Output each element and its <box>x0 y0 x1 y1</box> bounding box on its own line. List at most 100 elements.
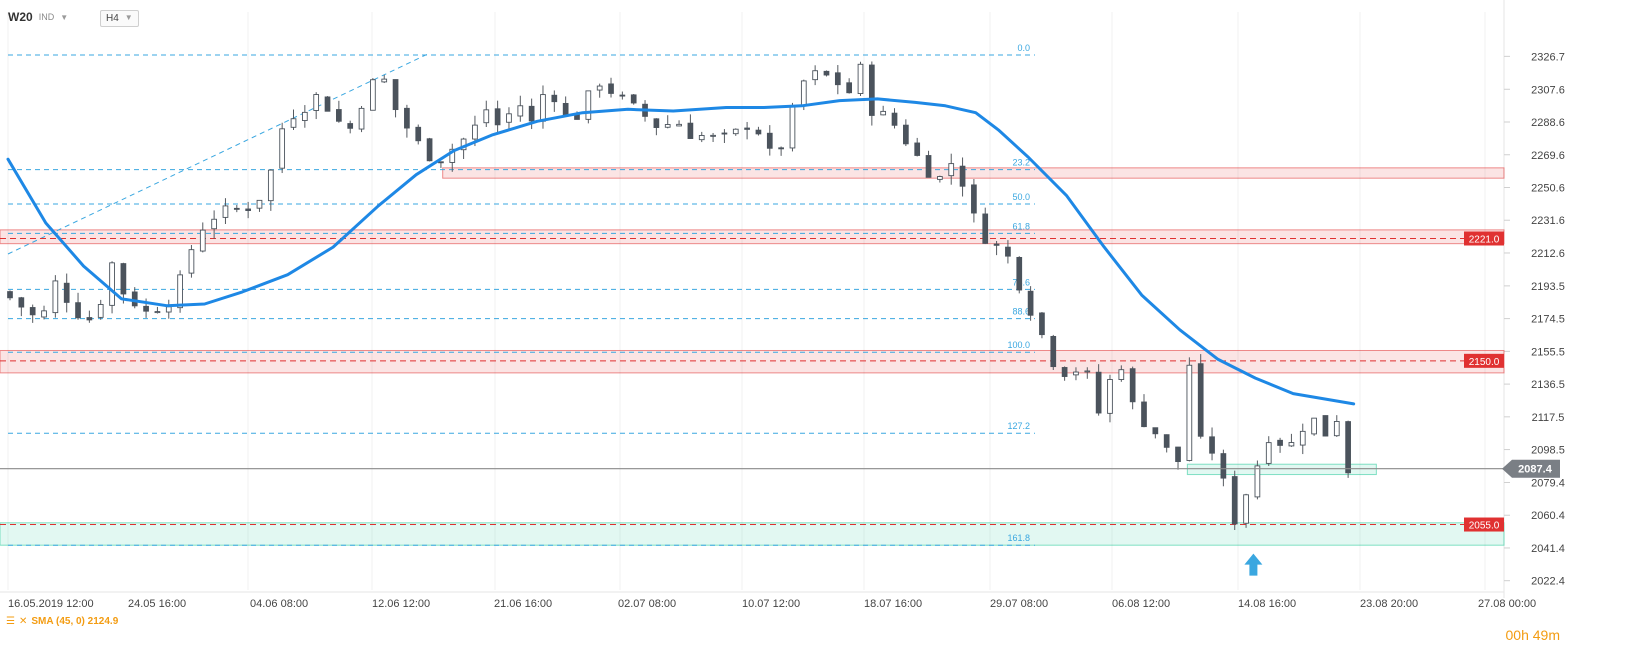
key-level-badge[interactable] <box>1464 517 1504 532</box>
candle-bullish[interactable] <box>517 105 524 117</box>
candle-bullish[interactable] <box>1333 421 1340 437</box>
candle-bearish[interactable] <box>528 105 535 122</box>
candle-bearish[interactable] <box>1050 335 1057 368</box>
chevron-down-icon[interactable]: ▼ <box>60 12 69 22</box>
candle-bearish[interactable] <box>18 297 25 308</box>
candle-bearish[interactable] <box>608 83 614 94</box>
candle-bullish[interactable] <box>812 70 818 81</box>
candle-bullish[interactable] <box>1084 370 1091 373</box>
candle-bearish[interactable] <box>86 317 93 321</box>
settings-icon[interactable]: ☰ <box>6 616 15 627</box>
candle-bearish[interactable] <box>1231 476 1238 525</box>
candle-bearish[interactable] <box>1277 439 1283 446</box>
candle-bullish[interactable] <box>449 148 456 163</box>
candle-bullish[interactable] <box>800 80 807 107</box>
symbol-label[interactable]: W20 <box>8 10 33 24</box>
support-resistance-zone[interactable] <box>0 229 1505 245</box>
candle-bullish[interactable] <box>256 199 263 209</box>
candle-bearish[interactable] <box>1197 363 1204 437</box>
fibonacci-trendline[interactable] <box>7 53 428 255</box>
candle-bullish[interactable] <box>732 128 739 135</box>
candle-bullish[interactable] <box>664 124 671 128</box>
candle-bearish[interactable] <box>653 118 660 128</box>
candle-bearish[interactable] <box>1129 368 1136 403</box>
candle-bearish[interactable] <box>834 72 841 86</box>
candle-bullish[interactable] <box>313 94 320 111</box>
candle-bullish[interactable] <box>710 134 716 137</box>
candle-bearish[interactable] <box>1345 421 1351 474</box>
candle-bullish[interactable] <box>52 280 59 314</box>
candle-bearish[interactable] <box>324 96 331 112</box>
candle-bullish[interactable] <box>290 118 297 128</box>
candle-bullish[interactable] <box>301 111 308 121</box>
candle-bearish[interactable] <box>744 127 750 130</box>
candle-bearish[interactable] <box>1095 371 1102 414</box>
close-icon[interactable]: ✕ <box>18 616 28 627</box>
candle-bearish[interactable] <box>404 107 410 129</box>
candle-bearish[interactable] <box>1027 290 1034 316</box>
candle-bearish[interactable] <box>619 94 626 97</box>
candle-bearish[interactable] <box>778 147 784 150</box>
candle-bearish[interactable] <box>562 102 569 116</box>
candle-bearish[interactable] <box>766 132 773 149</box>
candle-bearish[interactable] <box>1163 434 1170 448</box>
candle-bullish[interactable] <box>188 249 195 274</box>
candle-bearish[interactable] <box>551 94 558 103</box>
candle-bullish[interactable] <box>381 78 388 83</box>
candle-bearish[interactable] <box>245 208 251 211</box>
candle-bullish[interactable] <box>267 169 274 202</box>
candle-bullish[interactable] <box>1254 465 1261 498</box>
candle-bullish[interactable] <box>279 128 286 169</box>
candle-bearish[interactable] <box>982 213 989 244</box>
candle-bearish[interactable] <box>687 122 694 139</box>
candle-bearish[interactable] <box>1141 401 1147 428</box>
candle-bullish[interactable] <box>937 176 943 180</box>
indicator-legend[interactable]: ☰ ✕ SMA (45, 0) 2124.9 <box>6 616 118 627</box>
candle-bullish[interactable] <box>358 107 365 130</box>
candle-bearish[interactable] <box>891 112 898 126</box>
candle-bearish[interactable] <box>1322 415 1329 437</box>
candle-bullish[interactable] <box>211 218 217 230</box>
candle-bullish[interactable] <box>199 229 206 252</box>
key-level-badge[interactable] <box>1464 353 1504 368</box>
candle-bearish[interactable] <box>993 243 1000 246</box>
candle-bearish[interactable] <box>1005 246 1011 257</box>
key-level-badge[interactable] <box>1464 231 1504 246</box>
candle-bullish[interactable] <box>506 113 512 123</box>
candle-bearish[interactable] <box>1039 312 1045 336</box>
candle-bullish[interactable] <box>789 105 796 149</box>
candle-bullish[interactable] <box>698 135 705 141</box>
support-resistance-zone[interactable] <box>442 167 1505 179</box>
candle-bullish[interactable] <box>154 311 161 314</box>
candle-bearish[interactable] <box>1016 256 1023 291</box>
candle-bearish[interactable] <box>29 307 36 316</box>
candle-bullish[interactable] <box>1118 369 1125 380</box>
candle-bullish[interactable] <box>1243 494 1249 524</box>
candle-bullish[interactable] <box>948 163 955 177</box>
candle-bearish[interactable] <box>336 109 342 122</box>
arrow-up-icon[interactable] <box>1244 553 1263 576</box>
candle-bearish[interactable] <box>1152 427 1159 435</box>
candle-bearish[interactable] <box>347 123 354 129</box>
support-resistance-zone[interactable] <box>0 522 1505 546</box>
candle-bearish[interactable] <box>823 70 830 76</box>
candle-bearish[interactable] <box>903 124 909 145</box>
candle-bullish[interactable] <box>1107 379 1113 414</box>
candle-bullish[interactable] <box>585 90 592 120</box>
candle-bullish[interactable] <box>1311 417 1317 435</box>
candle-bullish[interactable] <box>1299 430 1306 446</box>
candle-bullish[interactable] <box>165 306 172 313</box>
candle-bearish[interactable] <box>143 305 149 312</box>
candle-bullish[interactable] <box>1265 442 1272 464</box>
candle-bearish[interactable] <box>755 129 762 135</box>
candle-bullish[interactable] <box>483 109 490 124</box>
candle-bearish[interactable] <box>1220 453 1227 479</box>
candle-bearish[interactable] <box>75 302 81 319</box>
candle-bearish[interactable] <box>426 138 433 162</box>
support-resistance-zone[interactable] <box>0 349 1505 374</box>
candle-bearish[interactable] <box>721 132 728 135</box>
candle-bearish[interactable] <box>914 142 921 156</box>
sma-series-line[interactable] <box>6 97 1356 406</box>
timeframe-selector[interactable]: H4 ▼ <box>100 10 139 27</box>
